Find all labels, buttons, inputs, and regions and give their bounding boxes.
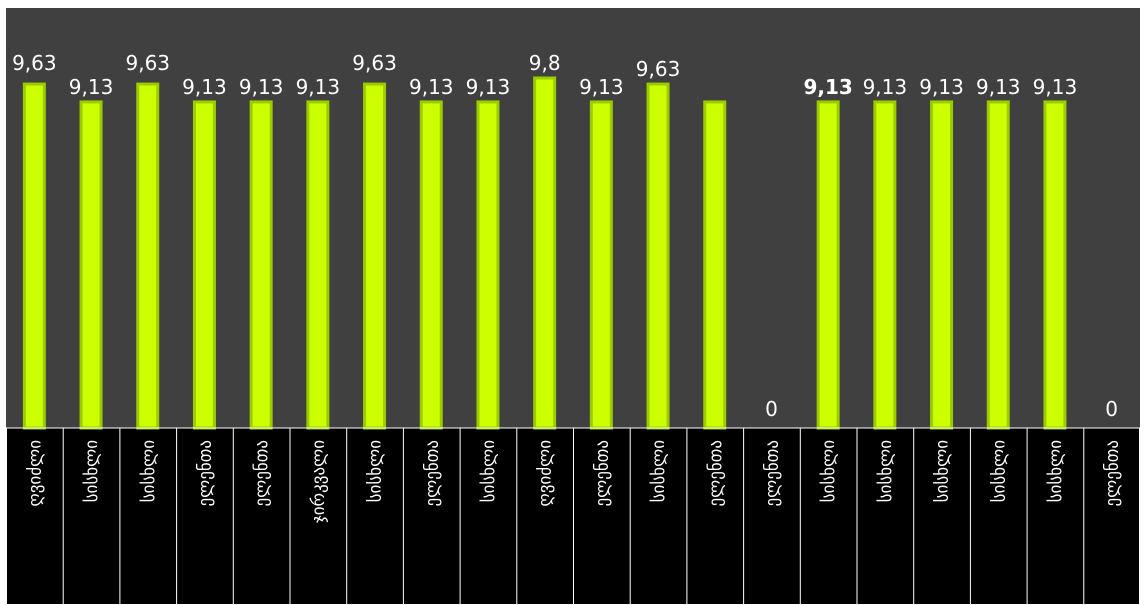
data-label: 9,13 <box>69 75 114 99</box>
category-label: სისხლი <box>876 440 896 502</box>
category-label: ელენთა <box>592 440 612 507</box>
data-label: 9,13 <box>296 75 341 99</box>
category-label: სისხლი <box>82 440 102 502</box>
plot-background <box>6 8 1140 428</box>
category-label: ელენთა <box>252 440 272 507</box>
bar <box>816 100 840 430</box>
bar <box>22 82 46 430</box>
category-label: სისხლი <box>649 440 669 502</box>
bar <box>533 76 557 430</box>
category-label: სისხლი <box>366 440 386 502</box>
category-label: სისხლი <box>139 440 159 502</box>
bar <box>703 100 727 430</box>
bar <box>589 100 613 430</box>
bar <box>306 100 330 430</box>
category-label: ჯირკვალი <box>309 440 329 523</box>
bar <box>363 82 387 430</box>
category-label: ელენთა <box>706 440 726 507</box>
bar <box>476 100 500 430</box>
category-label: ღვიძლი <box>25 440 45 507</box>
data-label: 9,13 <box>803 75 852 99</box>
bar <box>136 82 160 430</box>
category-label: ელენთა <box>762 440 782 507</box>
data-label: 9,13 <box>919 75 964 99</box>
bar <box>1043 100 1067 430</box>
data-label: 9,8 <box>529 51 561 75</box>
data-label: 9,63 <box>636 57 681 81</box>
category-label: სისხლი <box>933 440 953 502</box>
bar <box>79 100 103 430</box>
data-label: 0 <box>765 397 778 421</box>
bar <box>249 100 273 430</box>
bar <box>192 100 216 430</box>
category-label: სისხლი <box>819 440 839 502</box>
bar <box>930 100 954 430</box>
category-label: ელენთა <box>1103 440 1123 507</box>
bar <box>646 82 670 430</box>
category-label: სისხლი <box>989 440 1009 502</box>
data-label: 9,63 <box>125 51 170 75</box>
bar <box>873 100 897 430</box>
data-label: 9,13 <box>466 75 511 99</box>
data-label: 9,13 <box>1033 75 1078 99</box>
data-label: 9,13 <box>863 75 908 99</box>
category-label: ღვიძლი <box>536 440 556 507</box>
data-label: 9,63 <box>12 51 57 75</box>
data-label: 9,13 <box>182 75 227 99</box>
data-label: 9,13 <box>976 75 1021 99</box>
data-label: 9,63 <box>352 51 397 75</box>
data-label: 9,13 <box>409 75 454 99</box>
category-label: ელენთა <box>422 440 442 507</box>
data-label: 9,13 <box>579 75 624 99</box>
bar <box>419 100 443 430</box>
chart-svg: 9,63 ღვიძლი 9,13 სისხლი 9,63 სისხლი 9,13 ელენთა… <box>6 8 1140 604</box>
data-label: 9,13 <box>239 75 284 99</box>
category-label: სისხლი <box>479 440 499 502</box>
category-label: სისხლი <box>1046 440 1066 502</box>
data-label: 0 <box>1105 397 1118 421</box>
category-label: ელენთა <box>195 440 215 507</box>
bar <box>986 100 1010 430</box>
bar-chart: 9,63 ღვიძლი 9,13 სისხლი 9,63 სისხლი 9,13 ელენთა… <box>6 8 1140 604</box>
